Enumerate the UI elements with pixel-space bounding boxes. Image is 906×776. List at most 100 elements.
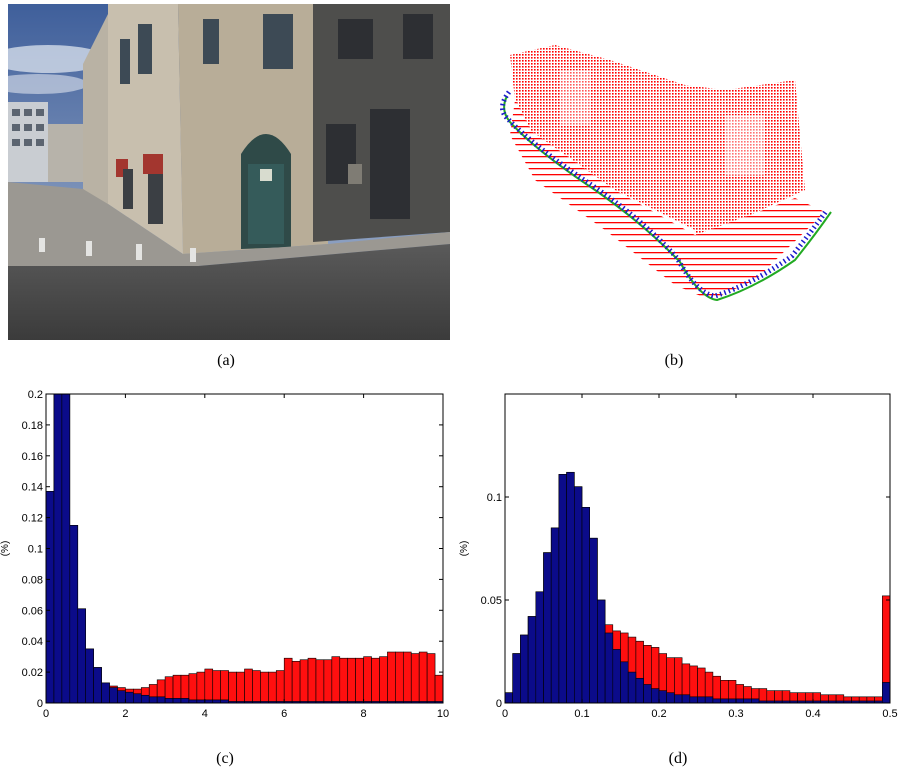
hist-c-bar-s1-19 [188, 673, 198, 704]
hist-d-ytick-label-0: 0 [496, 698, 502, 710]
hist-c-bar-s1-34 [307, 657, 317, 704]
hist-c-ytick-label-0: 0 [37, 698, 43, 710]
hist-c-ytick-label-10: 0.2 [28, 389, 43, 401]
hist-c-xtick-label-3: 6 [281, 708, 287, 720]
hist-c-bar-s2-11 [125, 691, 134, 704]
hist-d-bar-s2-4 [527, 616, 537, 704]
hist-d-bar-s2-6 [543, 552, 552, 704]
hist-c-bar-s1-25 [236, 671, 245, 704]
hist-d-bar-s2-22 [666, 692, 675, 704]
hist-c-xtick-label-0: 0 [43, 708, 49, 720]
hist-c-bar-s2-1 [45, 491, 55, 704]
point-cloud-ground [510, 100, 825, 300]
hist-d-bar-s2-14 [604, 632, 614, 704]
street-photo-drawing [0, 4, 450, 340]
hist-d-ytick-label-1: 0.05 [481, 595, 502, 607]
hist-d-bar-s2-27 [704, 696, 714, 704]
hist-d-bar-s2-31 [735, 698, 744, 704]
hist-c-ytick-label-3: 0.06 [22, 605, 43, 617]
hist-c-bar-s1-29 [268, 671, 277, 704]
caption-a: (a) [217, 352, 235, 369]
hist-c-bar-s1-31 [283, 657, 293, 704]
hist-d-bar-s2-8 [558, 474, 567, 704]
road [8, 244, 450, 340]
hist-c-bar-s2-13 [140, 694, 150, 704]
point-cloud-left-wall [510, 45, 695, 230]
hist-c-bar-s2-12 [133, 693, 142, 704]
hist-d-xtick-label-2: 0.2 [651, 708, 666, 720]
hist-c-bar-s1-20 [196, 671, 206, 704]
hist-d-bar-s2-5 [535, 591, 544, 704]
hist-c-bar-s1-33 [299, 659, 309, 704]
histogram-d-plot: 00.10.20.30.40.500.050.1(m)(%) [459, 393, 898, 732]
hist-c-bar-s2-18 [180, 698, 190, 704]
hist-d-bar-s2-17 [627, 671, 637, 704]
hist-d-bar-s2-16 [620, 661, 629, 704]
hist-d-bar-s2-50 [881, 682, 891, 704]
hist-c-bar-s1-35 [315, 659, 325, 704]
receding-facade [83, 14, 108, 214]
hist-c-bar-s1-28 [260, 671, 269, 704]
hist-c-bar-s1-48 [418, 651, 428, 704]
hist-c-bar-s1-22 [212, 670, 221, 704]
hist-c-bar-s1-36 [323, 659, 333, 704]
hist-d-bar-s2-15 [612, 649, 621, 704]
hist-c-xtick-label-2: 4 [202, 708, 208, 720]
hist-d-bar-s2-25 [689, 696, 698, 704]
hist-c-bar-s1-26 [244, 668, 253, 704]
caption-d: (d) [668, 750, 688, 767]
hist-d-bar-s2-1 [504, 692, 513, 704]
hist-c-bar-s1-46 [402, 651, 412, 704]
hist-c-bar-s2-14 [148, 696, 158, 704]
hist-c-ytick-label-1: 0.02 [22, 667, 43, 679]
hist-d-bar-s2-28 [712, 698, 721, 704]
hist-c-bar-s1-44 [387, 651, 396, 704]
hist-c-ylabel: (%) [0, 541, 11, 557]
hist-d-xtick-label-1: 0.1 [574, 708, 589, 720]
caption-c: (c) [216, 750, 234, 767]
hist-c-bar-s1-42 [371, 657, 380, 704]
hist-c-bar-s2-3 [61, 393, 71, 704]
hist-c-ytick-label-2: 0.04 [22, 636, 43, 648]
hist-d-xtick-label-4: 0.4 [805, 708, 820, 720]
hist-c-bar-s1-30 [275, 670, 285, 704]
hist-c-ytick-label-5: 0.1 [28, 544, 43, 556]
street-photo [0, 4, 450, 340]
hist-c-ytick-label-8: 0.16 [22, 451, 43, 463]
hist-d-bar-s2-11 [581, 507, 590, 704]
hist-c-xtick-label-4: 8 [361, 708, 367, 720]
hist-c-xtick-label-5: 10 [437, 708, 449, 720]
hist-d-bar-s2-13 [597, 599, 606, 704]
hist-d-axes-box [504, 393, 891, 704]
hist-d-bar-s2-23 [674, 694, 683, 704]
hist-c-bar-s2-2 [53, 393, 63, 704]
hist-d-bar-s2-30 [727, 698, 737, 704]
hist-c-bar-s1-41 [363, 656, 372, 704]
hist-c-bar-s1-27 [252, 670, 261, 704]
hist-c-bar-s2-5 [77, 608, 87, 704]
hist-d-bar-s2-9 [566, 471, 575, 704]
hist-d-bar-s2-7 [550, 527, 560, 704]
hist-c-bar-s1-39 [347, 657, 356, 704]
hist-d-bar-s2-20 [651, 688, 660, 704]
hist-c-bar-s2-10 [117, 690, 126, 704]
hist-d-bar-s2-12 [589, 537, 598, 704]
point-cloud [495, 30, 840, 315]
point-cloud-drawing [500, 45, 832, 302]
hist-c-bar-s2-17 [172, 698, 182, 704]
histogram-c-plot: 0 2 4 6 8 10 0 0.02 0.04 0.06 0.08 0.1 0.12 0.14 0.16 0… [0, 389, 449, 732]
hist-c-ytick-label-4: 0.08 [22, 574, 43, 586]
point-cloud-right-wall [685, 80, 805, 235]
hist-c-bar-s1-38 [339, 657, 349, 704]
histogram-d: 00.10.20.30.40.500.050.1(m)(%) [453, 385, 906, 732]
hist-d-bar-s2-18 [635, 677, 644, 704]
hist-d-bar-s2-24 [681, 694, 691, 704]
hist-d-bar-s2-10 [574, 486, 583, 704]
hist-d-bar-s2-32 [743, 698, 752, 704]
hist-c-bar-s2-7 [93, 667, 102, 704]
hist-d-bar-s2-21 [658, 690, 667, 704]
sidewalk [8, 182, 450, 266]
hist-c-bar-s1-43 [379, 656, 388, 704]
hist-c-ytick-label-6: 0.12 [22, 513, 43, 525]
hist-c-bar-s1-40 [355, 657, 364, 704]
